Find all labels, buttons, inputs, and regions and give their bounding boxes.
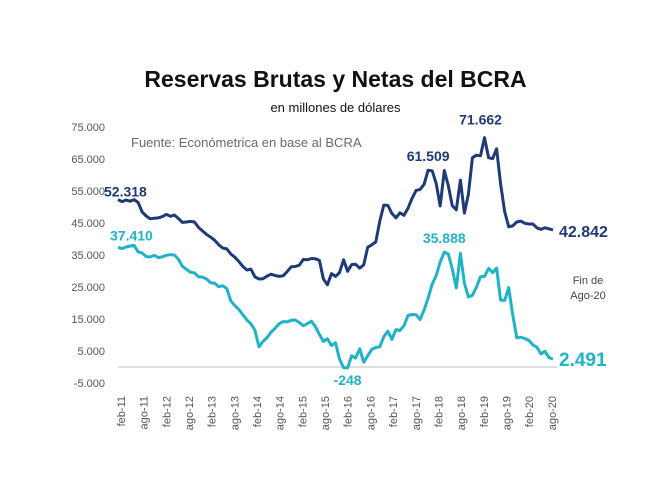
x-tick-label: feb-14 [252, 396, 264, 427]
data-label: 37.410 [110, 227, 153, 243]
end-note-line-1: Fin de [572, 275, 604, 287]
x-tick-label: ago-14 [275, 396, 287, 430]
y-tick-label: -5.000 [74, 378, 105, 390]
y-tick-label: 25.000 [71, 282, 105, 294]
data-label: 52.318 [104, 184, 147, 200]
x-tick-label: feb-12 [161, 396, 173, 427]
chart-subtitle: en millones de dólares [270, 100, 401, 115]
data-label: 71.662 [459, 112, 502, 128]
y-tick-label: 15.000 [71, 314, 105, 326]
x-tick-label: feb-15 [297, 396, 309, 427]
x-tick-label: feb-16 [343, 396, 355, 427]
x-tick-label: ago-18 [456, 396, 468, 430]
series-line-netas [117, 243, 554, 370]
x-tick-label: ago-19 [502, 396, 514, 430]
x-tick-label: feb-19 [479, 396, 491, 427]
x-tick-label: feb-20 [524, 396, 536, 427]
x-tick-label: feb-13 [207, 396, 219, 427]
x-tick-label: ago-13 [229, 396, 241, 430]
data-label: 61.509 [407, 148, 450, 164]
end-note: Fin de Ago-20 [560, 274, 616, 304]
series-line-brutas [117, 136, 554, 287]
y-tick-label: 5.000 [77, 346, 105, 358]
x-tick-label: ago-11 [139, 396, 151, 429]
x-tick-label: ago-15 [320, 396, 332, 430]
y-tick-label: 35.000 [71, 250, 105, 262]
end-note-line-2: Ago-20 [570, 290, 606, 302]
y-tick-label: 65.000 [71, 154, 105, 166]
x-tick-label: ago-17 [411, 396, 423, 430]
x-tick-label: ago-12 [184, 396, 196, 430]
y-tick-label: 75.000 [71, 122, 105, 134]
x-tick-label: feb-17 [388, 396, 400, 427]
end-label-netas: 2.491 [559, 350, 607, 371]
chart-title: Reservas Brutas y Netas del BCRA [144, 66, 527, 92]
x-tick-label: feb-18 [433, 396, 445, 427]
x-tick-label: ago-16 [365, 396, 377, 430]
data-label: 35.888 [423, 230, 466, 246]
x-tick-label: feb-11 [116, 396, 128, 426]
chart-source: Fuente: Económetrica en base al BCRA [131, 135, 362, 150]
data-label: -248 [334, 372, 362, 388]
end-label-brutas: 42.842 [559, 224, 608, 241]
y-tick-label: 55.000 [71, 186, 105, 198]
x-tick-label: ago-20 [547, 396, 559, 430]
y-tick-label: 45.000 [71, 218, 105, 230]
